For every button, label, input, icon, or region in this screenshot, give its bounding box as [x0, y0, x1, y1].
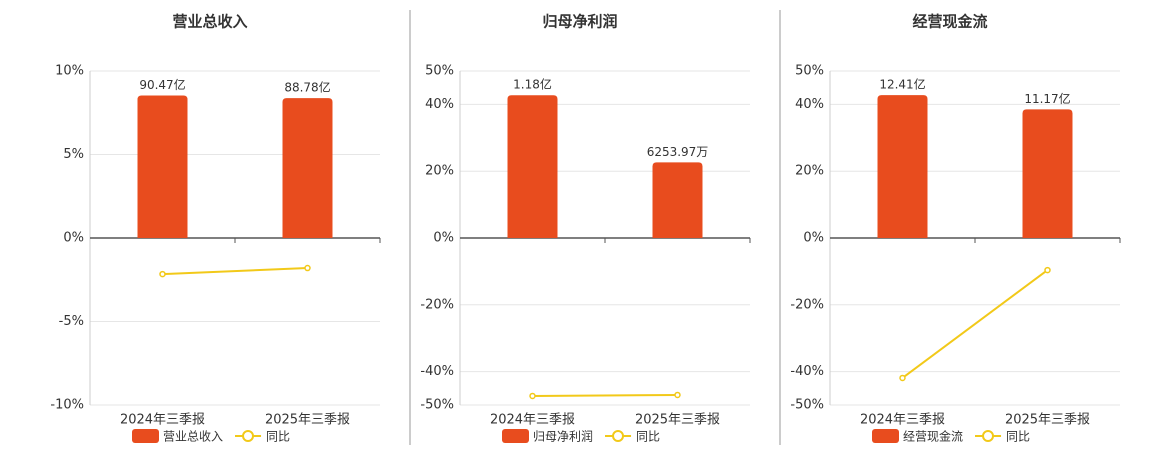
- y-tick-label: -10%: [50, 398, 84, 413]
- value-label: 12.41亿: [879, 77, 925, 92]
- y-tick-label: -5%: [59, 314, 84, 329]
- line-point: [1044, 266, 1051, 274]
- line-point: [674, 391, 681, 399]
- bar: [507, 95, 558, 238]
- bar: [1022, 109, 1073, 238]
- bar: [282, 98, 333, 238]
- y-tick-label: -20%: [790, 297, 824, 312]
- legend-swatch: [612, 430, 625, 442]
- x-tick-label: 2024年三季报: [120, 413, 205, 428]
- chart-title: 经营现金流: [912, 13, 987, 31]
- value-label: 1.18亿: [513, 77, 552, 92]
- y-tick-label: 0%: [803, 231, 824, 246]
- x-tick-label: 2024年三季报: [490, 413, 575, 428]
- line-point: [159, 270, 166, 278]
- y-tick-label: -40%: [790, 364, 824, 379]
- value-label: 90.47亿: [139, 77, 185, 92]
- y-tick-label: 40%: [425, 97, 454, 112]
- legend-label: 同比: [636, 430, 660, 444]
- legend-swatch: [242, 430, 255, 442]
- line: [901, 269, 1049, 379]
- y-tick-label: 10%: [55, 64, 84, 79]
- legend-swatch: [982, 430, 995, 442]
- legend-swatch: [502, 429, 529, 443]
- legend-label: 营业总收入: [163, 430, 223, 444]
- x-tick-label: 2025年三季报: [635, 413, 720, 428]
- y-tick-label: 5%: [63, 147, 84, 162]
- y-tick-label: 0%: [433, 231, 454, 246]
- bar: [137, 95, 188, 239]
- legend-label: 经营现金流: [903, 429, 963, 444]
- y-tick-label: -50%: [790, 398, 824, 413]
- y-tick-label: 20%: [795, 164, 824, 179]
- line-point: [529, 392, 536, 400]
- y-tick-label: -50%: [420, 398, 454, 413]
- y-tick-label: 20%: [425, 164, 454, 179]
- legend-swatch: [872, 429, 899, 443]
- legend-label: 同比: [1006, 430, 1030, 444]
- value-label: 6253.97万: [647, 145, 709, 159]
- legend-label: 归母净利润: [533, 430, 593, 444]
- x-tick-label: 2024年三季报: [860, 413, 945, 428]
- y-tick-label: 50%: [795, 64, 824, 79]
- line: [162, 267, 308, 276]
- line-point: [304, 264, 311, 272]
- y-tick-label: 0%: [63, 231, 84, 246]
- line-point: [899, 374, 906, 382]
- legend-label: 同比: [266, 430, 290, 444]
- bar: [652, 162, 703, 238]
- y-tick-label: -20%: [420, 297, 454, 312]
- value-label: 88.78亿: [284, 80, 330, 95]
- x-tick-label: 2025年三季报: [265, 413, 350, 428]
- bar: [877, 95, 928, 238]
- y-tick-label: -40%: [420, 364, 454, 379]
- legend-swatch: [132, 429, 159, 443]
- chart-title: 归母净利润: [542, 13, 617, 31]
- x-tick-label: 2025年三季报: [1005, 413, 1090, 428]
- y-tick-label: 40%: [795, 97, 824, 112]
- chart-title: 营业总收入: [172, 13, 247, 31]
- line: [532, 393, 678, 397]
- y-tick-label: 50%: [425, 64, 454, 79]
- value-label: 11.17亿: [1024, 91, 1070, 106]
